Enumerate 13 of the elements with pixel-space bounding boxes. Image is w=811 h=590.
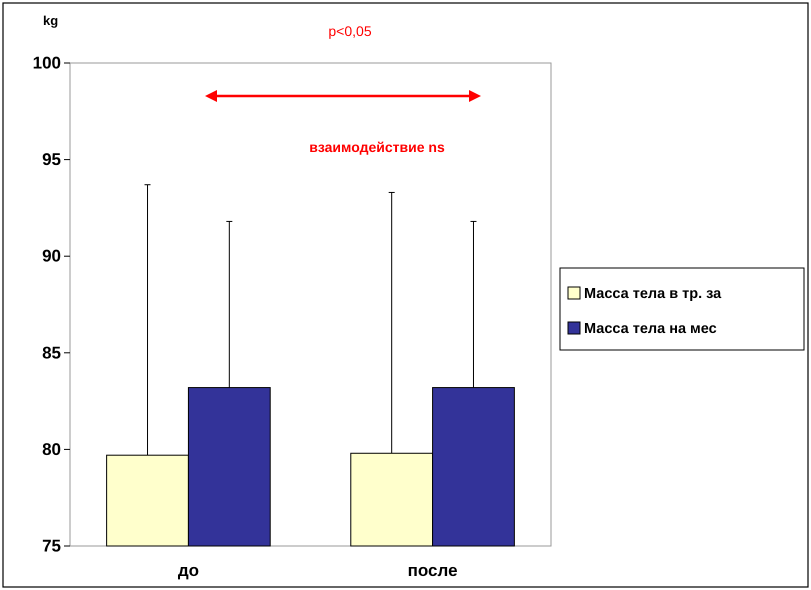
y-tick-label: 100 — [32, 53, 61, 72]
x-tick-label: после — [408, 561, 458, 580]
y-tick-label: 80 — [42, 440, 61, 459]
y-axis-title: kg — [43, 13, 58, 28]
annotation: взаимодействие ns — [309, 139, 445, 155]
legend-label: Масса тела в тр. за — [584, 286, 722, 302]
y-tick-label: 90 — [42, 246, 61, 266]
legend-label: Масса тела на мес — [584, 321, 717, 337]
y-tick-label: 95 — [42, 150, 61, 170]
x-tick-label: до — [178, 561, 200, 580]
y-tick-label: 85 — [42, 343, 61, 362]
y-tick-label: 75 — [42, 536, 61, 556]
text: p<0,05 — [328, 23, 372, 39]
